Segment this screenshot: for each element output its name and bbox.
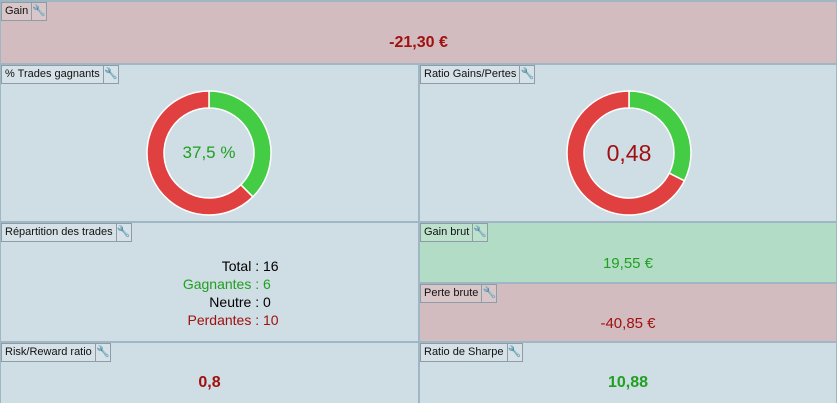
wrench-icon[interactable]: 🔧 [473,226,488,238]
win-rate-donut [146,90,272,216]
panel-title: Ratio de Sharpe [421,344,508,361]
loss-slice [146,90,254,216]
panel-title: Perte brute [421,285,483,302]
gain-value: -21,30 € [389,34,448,51]
win-slice [628,90,692,182]
label: Perdantes : [187,312,260,328]
wrench-icon[interactable]: 🔧 [32,5,47,17]
gagnantes-row: Gagnantes : 6 [182,276,271,292]
wrench-icon[interactable]: 🔧 [95,346,110,358]
panel-title: Gain [2,3,33,20]
panel-title: Gain brut [421,224,474,241]
perte-brute-value: -40,85 € [600,315,656,332]
win-rate-panel: % Trades gagnants 🔧 37,5 % [0,63,419,221]
ratio-value: 0,48 [606,140,652,166]
neutre-row: Neutre : 0 [209,294,271,310]
panel-title: Ratio Gains/Pertes [421,66,521,83]
risk-reward-panel: Risk/Reward ratio 🔧 0,8 [0,341,419,403]
wrench-icon[interactable]: 🔧 [507,346,522,358]
panel-title: % Trades gagnants [2,66,104,83]
ratio-donut [566,90,692,216]
wrench-icon[interactable]: 🔧 [116,226,131,238]
risk-reward-value: 0,8 [198,374,221,391]
wrench-icon[interactable]: 🔧 [482,287,497,299]
panel-title: Risk/Reward ratio [2,344,96,361]
sharpe-panel: Ratio de Sharpe 🔧 10,88 [419,341,837,403]
label: Neutre : [209,294,260,310]
sharpe-value: 10,88 [607,374,649,391]
gain-brut-value: 19,55 € [602,255,654,272]
loss-slice [566,90,686,216]
perte-brute-panel: Perte brute 🔧 -40,85 € [419,282,837,341]
panel-title: Répartition des trades [2,224,117,241]
ratio-panel: Ratio Gains/Pertes 🔧 0,48 [419,63,837,221]
repartition-panel: Répartition des trades 🔧 Total : 16 Gagna… [0,221,419,341]
wrench-icon[interactable]: 🔧 [103,68,118,80]
label: Gagnantes : [182,276,260,292]
total-row: Total : 16 [221,258,279,274]
gain-panel: Gain 🔧 -21,30 € [0,0,837,63]
perdantes-row: Perdantes : 10 [187,312,279,328]
gain-brut-panel: Gain brut 🔧 19,55 € [419,221,837,282]
wrench-icon[interactable]: 🔧 [520,68,535,80]
label: Total : [221,258,260,274]
win-rate-value: 37,5 % [182,143,236,162]
